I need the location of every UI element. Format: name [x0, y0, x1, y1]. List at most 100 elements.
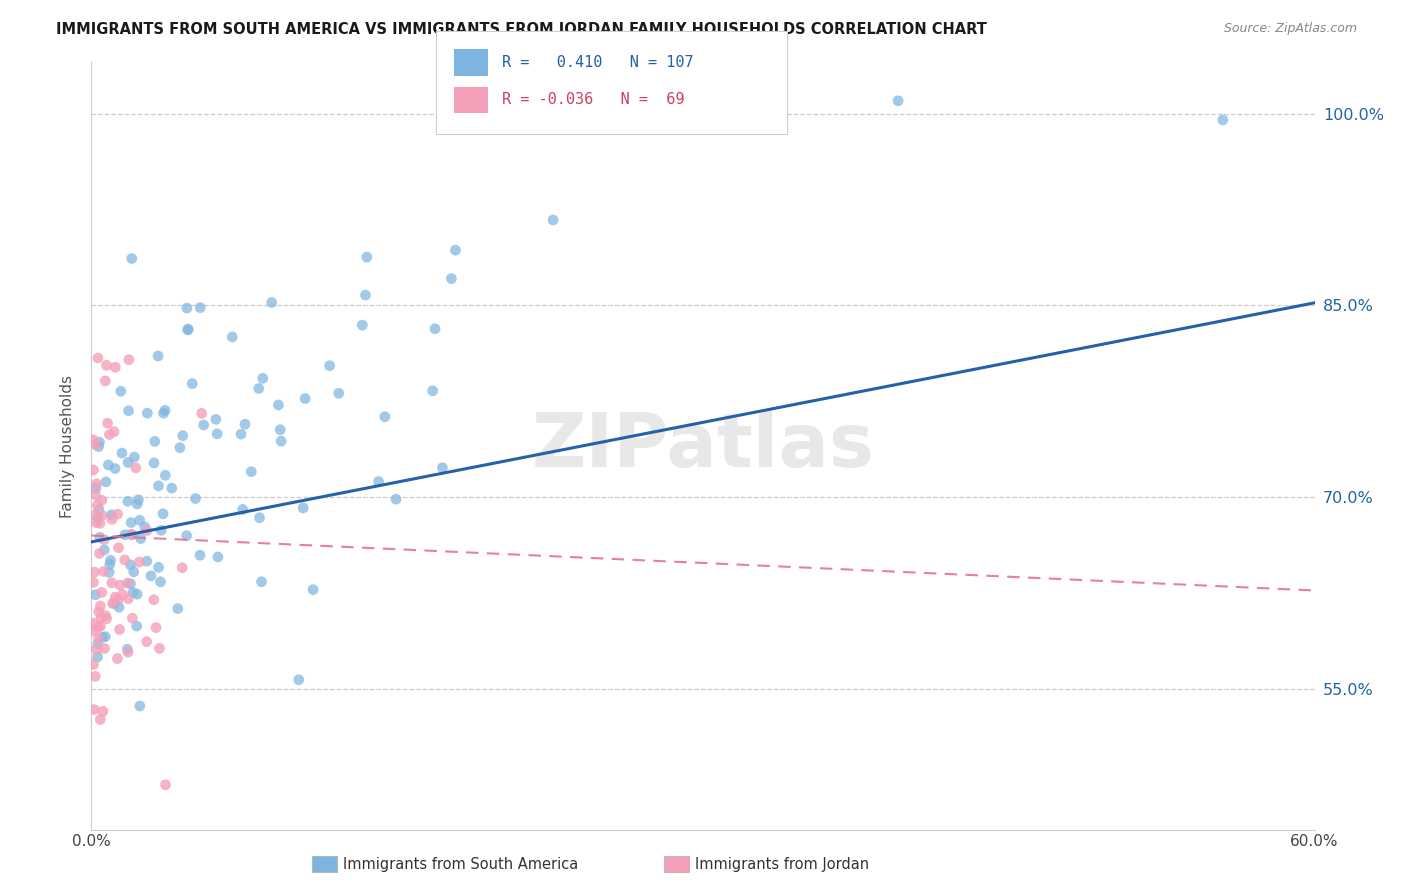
Point — [166, 601, 188, 615]
Point — [250, 574, 273, 589]
Point — [84, 516, 107, 530]
Point — [124, 450, 146, 464]
Point — [127, 492, 149, 507]
Point — [148, 641, 170, 656]
Point — [108, 623, 131, 637]
Point — [114, 527, 136, 541]
Point — [107, 592, 129, 607]
Point — [97, 458, 120, 472]
Point — [176, 301, 198, 315]
Point — [1212, 112, 1234, 127]
Point — [103, 425, 125, 439]
Point — [128, 698, 150, 713]
Point — [143, 456, 166, 470]
Point — [117, 576, 139, 591]
Point — [87, 502, 110, 516]
Point — [117, 494, 139, 508]
Point — [139, 569, 162, 583]
Point — [288, 673, 311, 687]
Point — [89, 713, 111, 727]
Point — [134, 520, 156, 534]
Point — [84, 508, 107, 522]
Point — [89, 546, 111, 560]
Point — [108, 600, 131, 615]
Point — [367, 475, 389, 489]
Point — [176, 529, 198, 543]
Point — [86, 637, 108, 651]
Point — [269, 423, 291, 437]
Point — [169, 441, 191, 455]
Point — [135, 554, 157, 568]
Point — [98, 566, 121, 580]
Point — [249, 510, 271, 524]
Point — [172, 561, 194, 575]
Point — [84, 669, 107, 683]
Point — [91, 508, 114, 523]
Point — [83, 703, 105, 717]
Point — [90, 585, 112, 599]
Point — [107, 541, 129, 555]
Point — [229, 427, 252, 442]
Point — [260, 295, 283, 310]
Point — [87, 605, 110, 619]
Point — [440, 271, 463, 285]
Point — [146, 349, 169, 363]
Point — [86, 498, 108, 512]
Point — [143, 434, 166, 449]
Point — [135, 524, 157, 538]
Point — [356, 250, 378, 264]
Point — [83, 565, 105, 579]
Point — [117, 455, 139, 469]
Point — [190, 406, 212, 420]
Point — [267, 398, 290, 412]
Point — [145, 621, 167, 635]
Point — [84, 588, 107, 602]
Point — [101, 575, 124, 590]
Point — [114, 553, 136, 567]
Point — [232, 502, 254, 516]
Point — [127, 587, 149, 601]
Point — [110, 384, 132, 399]
Point — [125, 619, 148, 633]
Point — [103, 597, 125, 611]
Point — [177, 323, 200, 337]
Point — [108, 578, 131, 592]
Point — [233, 417, 256, 432]
Point — [148, 560, 170, 574]
Point — [121, 611, 143, 625]
Point — [104, 461, 127, 475]
Point — [101, 512, 124, 526]
Point — [184, 491, 207, 506]
Point — [117, 645, 139, 659]
Point — [94, 608, 117, 623]
Point — [82, 463, 104, 477]
Point — [89, 516, 111, 531]
Y-axis label: Family Households: Family Households — [60, 375, 76, 517]
Point — [100, 553, 122, 567]
Point — [887, 94, 910, 108]
Point — [94, 475, 117, 489]
Point — [90, 611, 112, 625]
Point — [221, 330, 243, 344]
Point — [152, 507, 174, 521]
Point — [302, 582, 325, 597]
Text: R = -0.036   N =  69: R = -0.036 N = 69 — [502, 93, 685, 107]
Point — [93, 543, 115, 558]
Point — [541, 213, 564, 227]
Text: Source: ZipAtlas.com: Source: ZipAtlas.com — [1223, 22, 1357, 36]
Text: R =   0.410   N = 107: R = 0.410 N = 107 — [502, 55, 693, 70]
Point — [94, 374, 117, 388]
Point — [122, 565, 145, 579]
Point — [86, 650, 108, 665]
Point — [93, 533, 115, 547]
Point — [84, 488, 107, 502]
Point — [104, 360, 127, 375]
Point — [136, 406, 159, 420]
Point — [352, 318, 374, 332]
Point — [188, 301, 211, 315]
Point — [96, 612, 118, 626]
Point — [87, 440, 110, 454]
Point — [422, 384, 444, 398]
Point — [294, 392, 316, 406]
Point — [120, 558, 142, 572]
